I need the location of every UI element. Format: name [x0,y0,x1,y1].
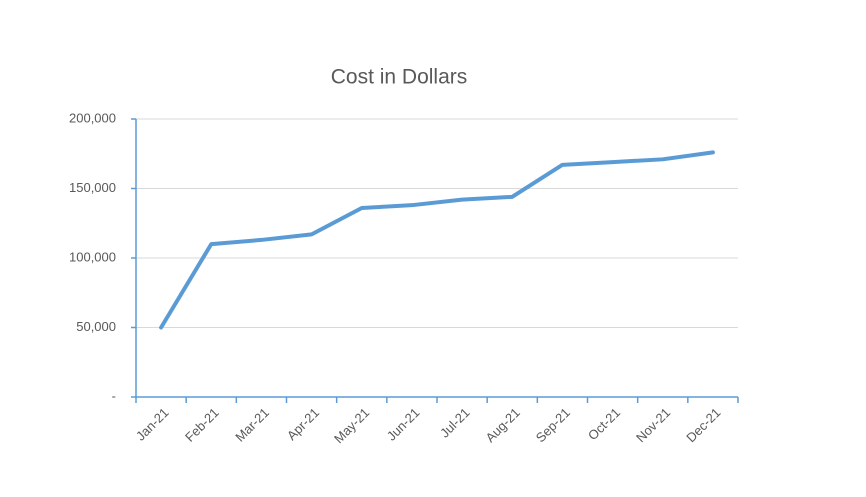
y-tick-label: 200,000 [69,110,116,125]
y-tick-label: 150,000 [69,180,116,195]
y-tick-label: 100,000 [69,249,116,264]
data-line [159,150,715,330]
y-tick-label: 50,000 [76,319,116,334]
chart-title: Cost in Dollars [331,66,468,89]
y-tick-label: - [112,388,116,403]
